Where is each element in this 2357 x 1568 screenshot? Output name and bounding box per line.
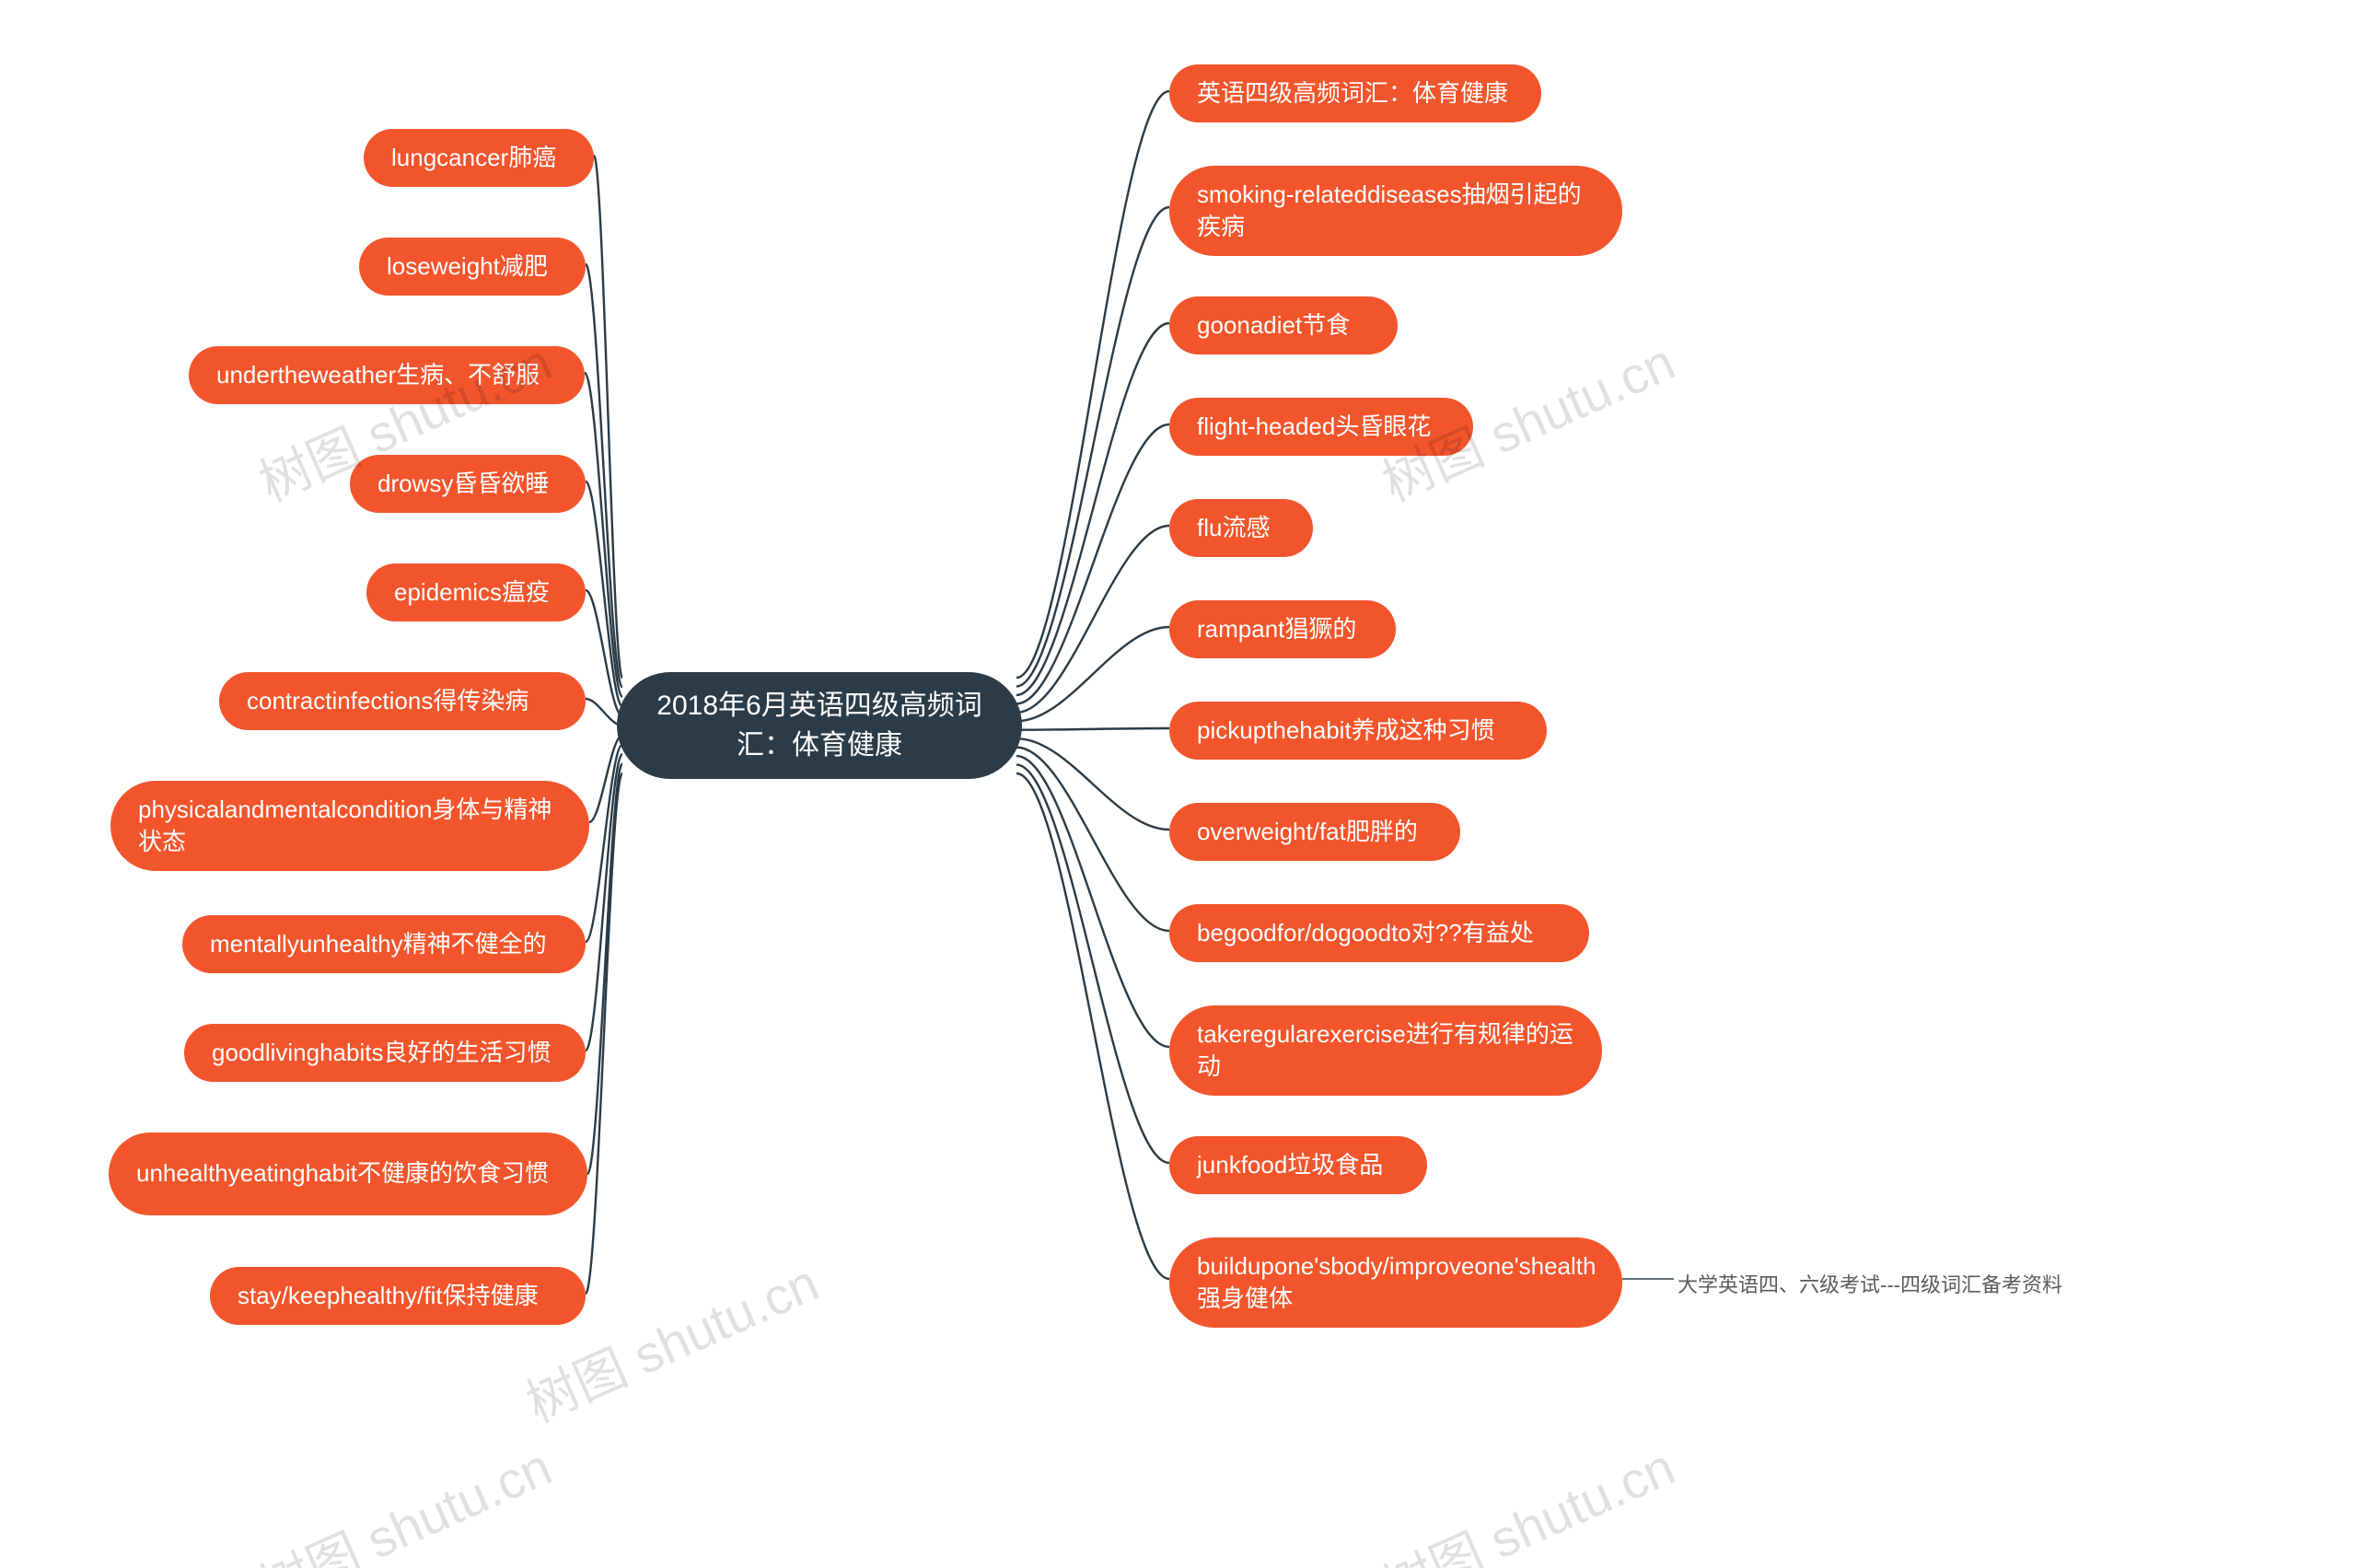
center-node-label: 2018年6月英语四级高频词汇：体育健康 <box>654 686 985 766</box>
mindmap-node-r04: flight-headed头昏眼花 <box>1169 398 1473 456</box>
watermark: 树图 shutu.cn <box>1369 1426 1685 1568</box>
mindmap-node-label: takeregularexercise进行有规律的运动 <box>1197 1018 1574 1083</box>
note-citation-text: 大学英语四、六级考试---四级词汇备考资料 <box>1678 1273 2062 1296</box>
mindmap-node-label: smoking-relateddiseases抽烟引起的疾病 <box>1197 179 1595 243</box>
mindmap-node-label: flu流感 <box>1197 512 1270 544</box>
mindmap-canvas: { "mindmap": { "type": "mindmap", "backg… <box>0 0 2357 1568</box>
mindmap-node-label: lungcancer肺癌 <box>391 142 556 174</box>
mindmap-node-r10: takeregularexercise进行有规律的运动 <box>1169 1005 1602 1096</box>
mindmap-node-r01: 英语四级高频词汇：体育健康 <box>1169 64 1541 122</box>
mindmap-node-r12: buildupone'sbody/improveone'shealth强身健体 <box>1169 1237 1622 1328</box>
mindmap-node-l09: goodlivinghabits良好的生活习惯 <box>184 1024 586 1082</box>
mindmap-node-label: undertheweather生病、不舒服 <box>216 359 540 391</box>
center-node: 2018年6月英语四级高频词汇：体育健康 <box>617 672 1022 779</box>
mindmap-node-label: goonadiet节食 <box>1197 309 1350 342</box>
mindmap-node-label: begoodfor/dogoodto对??有益处 <box>1197 917 1534 949</box>
mindmap-node-l11: stay/keephealthy/fit保持健康 <box>210 1267 586 1325</box>
mindmap-node-label: drowsy昏昏欲睡 <box>377 468 549 500</box>
mindmap-node-label: pickupthehabit养成这种习惯 <box>1197 714 1495 747</box>
mindmap-node-label: epidemics瘟疫 <box>394 576 550 609</box>
mindmap-node-label: overweight/fat肥胖的 <box>1197 816 1418 848</box>
mindmap-node-label: goodlivinghabits良好的生活习惯 <box>212 1037 551 1069</box>
mindmap-node-l03: undertheweather生病、不舒服 <box>189 346 585 404</box>
mindmap-node-r08: overweight/fat肥胖的 <box>1169 803 1460 861</box>
mindmap-node-label: junkfood垃圾食品 <box>1197 1149 1383 1181</box>
mindmap-node-r05: flu流感 <box>1169 499 1313 557</box>
watermark: 树图 shutu.cn <box>246 1426 562 1568</box>
mindmap-node-r11: junkfood垃圾食品 <box>1169 1136 1427 1194</box>
mindmap-node-l02: loseweight减肥 <box>359 238 586 296</box>
mindmap-node-label: physicalandmentalcondition身体与精神状态 <box>138 794 562 858</box>
mindmap-node-label: mentallyunhealthy精神不健全的 <box>210 928 547 960</box>
mindmap-node-label: buildupone'sbody/improveone'shealth强身健体 <box>1197 1250 1596 1315</box>
mindmap-node-label: unhealthyeatinghabit不健康的饮食习惯 <box>136 1157 549 1190</box>
mindmap-node-l04: drowsy昏昏欲睡 <box>350 455 586 513</box>
mindmap-node-l06: contractinfections得传染病 <box>219 672 586 730</box>
mindmap-node-r03: goonadiet节食 <box>1169 296 1398 354</box>
note-citation: 大学英语四、六级考试---四级词汇备考资料 <box>1678 1269 2062 1298</box>
mindmap-node-r02: smoking-relateddiseases抽烟引起的疾病 <box>1169 166 1622 256</box>
mindmap-node-l05: epidemics瘟疫 <box>366 563 586 621</box>
mindmap-node-l01: lungcancer肺癌 <box>364 129 594 187</box>
mindmap-node-r09: begoodfor/dogoodto对??有益处 <box>1169 904 1589 962</box>
mindmap-node-label: loseweight减肥 <box>387 250 548 283</box>
mindmap-node-label: contractinfections得传染病 <box>247 685 528 717</box>
mindmap-node-label: stay/keephealthy/fit保持健康 <box>238 1280 539 1312</box>
mindmap-node-l07: physicalandmentalcondition身体与精神状态 <box>110 781 589 871</box>
mindmap-node-r06: rampant猖獗的 <box>1169 600 1396 658</box>
mindmap-node-r07: pickupthehabit养成这种习惯 <box>1169 702 1547 760</box>
mindmap-node-label: rampant猖獗的 <box>1197 613 1356 645</box>
mindmap-node-l08: mentallyunhealthy精神不健全的 <box>182 915 586 973</box>
mindmap-node-label: 英语四级高频词汇：体育健康 <box>1197 77 1508 110</box>
mindmap-node-label: flight-headed头昏眼花 <box>1197 411 1431 443</box>
mindmap-node-l10: unhealthyeatinghabit不健康的饮食习惯 <box>109 1132 587 1215</box>
